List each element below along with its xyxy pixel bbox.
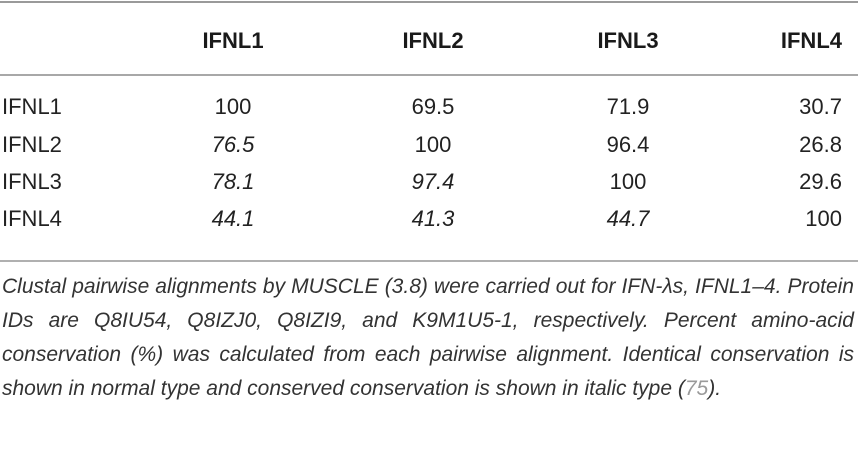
row-label: IFNL2 [2,131,62,157]
table-cell: 26.8 [799,131,842,157]
row-label: IFNL1 [2,94,62,119]
header-cell-ifnl3: IFNL3 [597,28,659,53]
conservation-table: IFNL1 IFNL2 IFNL3 IFNL4 IFNL1 100 69.5 71.9… [0,0,858,237]
table-cell: 41.3 [411,205,455,231]
table-caption: Clustal pairwise alignments by MUSCLE (3… [2,270,854,406]
header-cell-ifnl4: IFNL4 [780,28,842,53]
table-cell: 30.7 [799,94,842,119]
table-cell: 100 [414,131,452,157]
header-cell-ifnl1: IFNL1 [202,28,264,53]
header-cell-ifnl2: IFNL2 [402,28,464,53]
header-cell-empty [0,0,128,74]
table-cell: 71.9 [606,94,650,119]
row-label: IFNL4 [2,205,62,231]
table-row: IFNL3 78.1 97.4 100 29.6 [0,163,858,200]
table-row: IFNL1 100 69.5 71.9 30.7 [0,74,858,126]
table-cell: 96.4 [606,131,650,157]
table-cell: 44.1 [211,205,255,231]
table-row: IFNL2 76.5 100 96.4 26.8 [0,126,858,163]
row-label: IFNL3 [2,168,62,194]
caption-closing: ). [708,377,722,400]
table-bottom-rule [0,260,858,262]
table-row: IFNL4 44.1 41.3 44.7 100 [0,200,858,237]
caption-text: Clustal pairwise alignments by MUSCLE (3… [2,275,854,400]
table-top-rule [0,1,858,3]
table-cell: 29.6 [799,168,842,194]
table-cell: 44.7 [606,205,650,231]
table-cell: 100 [805,205,842,231]
table-header-rule [0,74,858,76]
caption-reference-link[interactable]: 75 [684,377,709,400]
table-cell: 69.5 [411,94,455,119]
table-cell: 97.4 [411,168,455,194]
table-cell: 100 [214,94,252,119]
table-cell: 78.1 [211,168,255,194]
table-cell: 76.5 [211,131,255,157]
table-header-row: IFNL1 IFNL2 IFNL3 IFNL4 [0,0,858,74]
table-cell: 100 [609,168,647,194]
